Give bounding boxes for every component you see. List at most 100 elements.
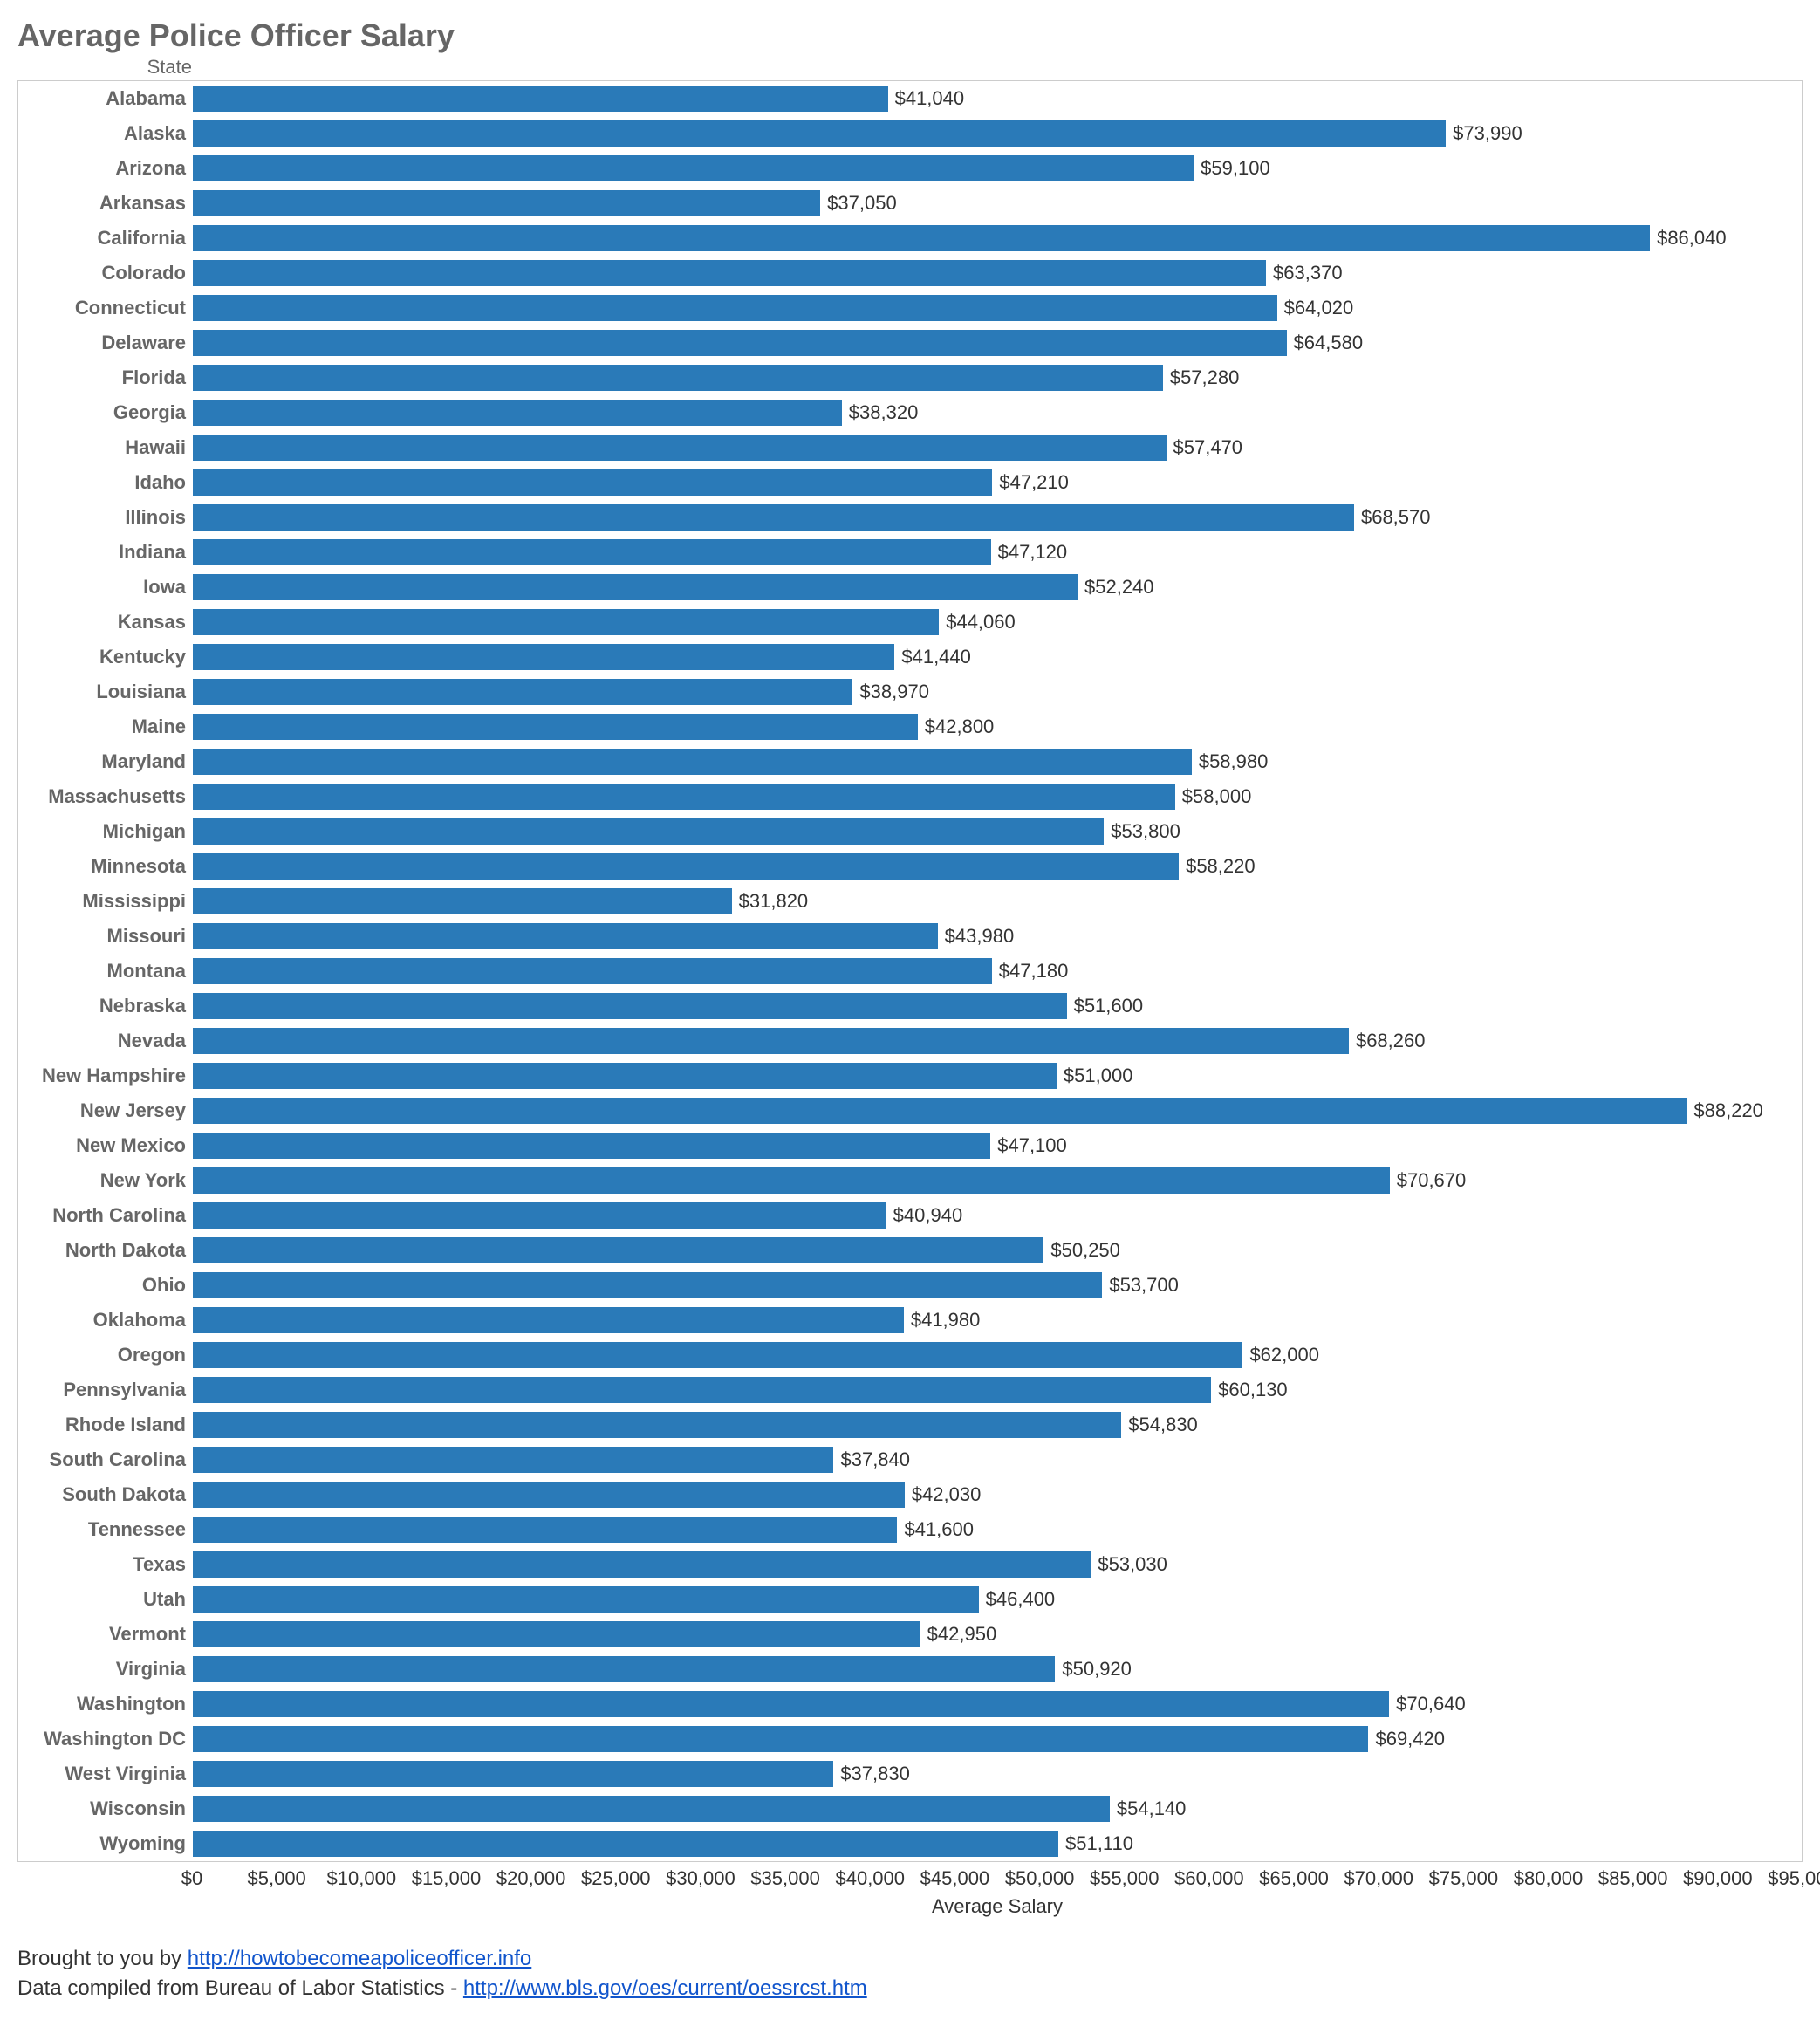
x-tick: $0 (181, 1867, 202, 1890)
bar-track: $43,980 (193, 919, 1802, 954)
bar-row: California$86,040 (18, 221, 1802, 256)
bar-value-label: $37,830 (833, 1763, 910, 1785)
bar-state-label: New York (18, 1169, 193, 1192)
bar-value-label: $53,800 (1104, 820, 1180, 843)
bar-value-label: $58,980 (1192, 750, 1269, 773)
bar-row: Washington DC$69,420 (18, 1722, 1802, 1756)
bar-value-label: $42,800 (918, 716, 995, 738)
bar-value-label: $88,220 (1687, 1099, 1763, 1122)
bar-track: $59,100 (193, 151, 1802, 186)
bar: $73,990 (193, 120, 1446, 147)
bar-row: Maine$42,800 (18, 709, 1802, 744)
bar-track: $37,840 (193, 1442, 1802, 1477)
bar-row: Nevada$68,260 (18, 1024, 1802, 1058)
bar-track: $57,280 (193, 360, 1802, 395)
bar: $63,370 (193, 260, 1266, 286)
bar-track: $50,250 (193, 1233, 1802, 1268)
bar-state-label: Virginia (18, 1658, 193, 1681)
bar: $69,420 (193, 1726, 1368, 1752)
bar-value-label: $52,240 (1078, 576, 1154, 599)
bar-row: Rhode Island$54,830 (18, 1407, 1802, 1442)
bar-state-label: Colorado (18, 262, 193, 284)
x-axis-title: Average Salary (17, 1895, 1803, 1918)
bar-row: Florida $57,280 (18, 360, 1802, 395)
bar-value-label: $58,000 (1175, 785, 1252, 808)
x-tick: $50,000 (1005, 1867, 1075, 1890)
bar-track: $69,420 (193, 1722, 1802, 1756)
bar-row: Minnesota$58,220 (18, 849, 1802, 884)
bar-state-label: Kentucky (18, 646, 193, 668)
bar-state-label: Ohio (18, 1274, 193, 1297)
bar-state-label: South Carolina (18, 1448, 193, 1471)
x-tick: $75,000 (1429, 1867, 1499, 1890)
bar-track: $42,030 (193, 1477, 1802, 1512)
x-tick: $95,000 (1768, 1867, 1820, 1890)
x-axis: $0$5,000$10,000$15,000$20,000$25,000$30,… (17, 1867, 1803, 1892)
bar: $86,040 (193, 225, 1650, 251)
bar: $47,180 (193, 958, 992, 984)
bar: $62,000 (193, 1342, 1242, 1368)
bar-value-label: $37,050 (820, 192, 897, 215)
footer-link-1[interactable]: http://howtobecomeapoliceofficer.info (188, 1947, 531, 1970)
bar-track: $58,980 (193, 744, 1802, 779)
bar-track: $57,470 (193, 430, 1802, 465)
bar: $59,100 (193, 155, 1194, 181)
bar-value-label: $70,640 (1389, 1693, 1466, 1715)
bar: $38,320 (193, 400, 842, 426)
footer-link-2[interactable]: http://www.bls.gov/oes/current/oessrcst.… (463, 1976, 867, 2000)
bar: $37,830 (193, 1761, 833, 1787)
bar-state-label: Nevada (18, 1030, 193, 1052)
bar-row: Ohio$53,700 (18, 1268, 1802, 1303)
bar: $58,980 (193, 749, 1192, 775)
bar-value-label: $42,950 (920, 1623, 997, 1646)
bar-row: Alaska$73,990 (18, 116, 1802, 151)
bar-value-label: $47,180 (992, 960, 1069, 983)
bar-track: $51,600 (193, 989, 1802, 1024)
bar-track: $51,000 (193, 1058, 1802, 1093)
bar-value-label: $47,100 (990, 1134, 1067, 1157)
bar: $68,570 (193, 504, 1354, 531)
bar: $41,600 (193, 1517, 897, 1543)
bar: $88,220 (193, 1098, 1687, 1124)
bar-row: Colorado$63,370 (18, 256, 1802, 291)
bar-value-label: $50,250 (1043, 1239, 1120, 1262)
bar-row: Connecticut$64,020 (18, 291, 1802, 325)
bar-value-label: $44,060 (939, 611, 1016, 633)
bar-row: Wyoming$51,110 (18, 1826, 1802, 1861)
bar-value-label: $59,100 (1194, 157, 1270, 180)
bar: $50,250 (193, 1237, 1043, 1263)
bar-state-label: Hawaii (18, 436, 193, 459)
bar-row: New Mexico$47,100 (18, 1128, 1802, 1163)
footer: Brought to you by http://howtobecomeapol… (17, 1944, 1803, 2003)
footer-line-2: Data compiled from Bureau of Labor Stati… (17, 1974, 1803, 2003)
bar-value-label: $57,280 (1163, 366, 1240, 389)
bar: $47,210 (193, 469, 992, 496)
bar-state-label: Florida (18, 366, 193, 389)
bar-row: South Dakota$42,030 (18, 1477, 1802, 1512)
bar-track: $47,120 (193, 535, 1802, 570)
bar: $53,030 (193, 1551, 1091, 1578)
x-tick: $90,000 (1683, 1867, 1753, 1890)
bar-value-label: $51,600 (1067, 995, 1144, 1017)
bar-state-label: New Jersey (18, 1099, 193, 1122)
bar-row: Illinois$68,570 (18, 500, 1802, 535)
bar-value-label: $51,000 (1057, 1065, 1133, 1087)
bar: $60,130 (193, 1377, 1211, 1403)
bar: $38,970 (193, 679, 852, 705)
x-tick: $45,000 (920, 1867, 990, 1890)
bar: $51,110 (193, 1831, 1058, 1857)
bar-row: Vermont$42,950 (18, 1617, 1802, 1652)
bar-track: $68,570 (193, 500, 1802, 535)
bar-state-label: Wisconsin (18, 1797, 193, 1820)
x-tick: $30,000 (666, 1867, 736, 1890)
bar-row: Hawaii $57,470 (18, 430, 1802, 465)
bar: $44,060 (193, 609, 939, 635)
bar-value-label: $57,470 (1167, 436, 1243, 459)
bar-row: Nebraska$51,600 (18, 989, 1802, 1024)
bar: $70,670 (193, 1167, 1390, 1194)
bar-value-label: $62,000 (1242, 1344, 1319, 1366)
bar-track: $42,950 (193, 1617, 1802, 1652)
bar-value-label: $64,580 (1287, 332, 1364, 354)
bar-row: Utah$46,400 (18, 1582, 1802, 1617)
bar-state-label: North Dakota (18, 1239, 193, 1262)
